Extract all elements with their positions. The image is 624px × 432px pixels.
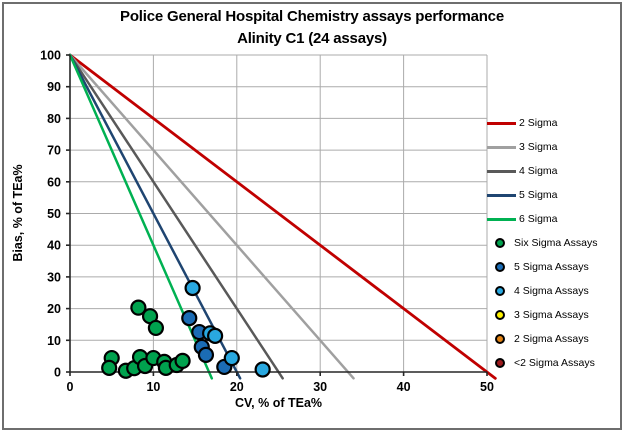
sigma-line-5-sigma [68,53,242,380]
legend-marker-swatch [495,310,505,320]
legend-line-swatch [487,121,516,125]
sigma-line-2-sigma [68,53,497,380]
data-point-six-sigma-assays [174,352,191,370]
legend-item-six-sigma-assays: Six Sigma Assays [487,231,621,255]
legend-label: 2 Sigma Assays [514,333,589,345]
legend-label: 5 Sigma [519,189,558,201]
legend-label: 3 Sigma [519,141,558,153]
x-tick-label: 10 [146,380,160,394]
legend-label: 4 Sigma Assays [514,285,589,297]
y-tick-label: 80 [47,112,61,126]
legend-marker-swatch [495,286,505,296]
data-point-six-sigma-assays [147,319,165,337]
legend-item-2-sigma-line: 2 Sigma [487,111,621,135]
legend-item-5-sigma-line: 5 Sigma [487,183,621,207]
chart-title-block: Police General Hospital Chemistry assays… [0,6,624,50]
data-point-4-sigma-assays [254,361,271,378]
data-point-six-sigma-assays [101,359,118,376]
legend-item-6-sigma-line: 6 Sigma [487,207,621,231]
legend-label: <2 Sigma Assays [514,357,595,369]
legend-item-3-sigma-assays: 3 Sigma Assays [487,303,621,327]
y-tick-label: 70 [47,144,61,158]
y-tick-label: 40 [47,239,61,253]
legend-label: 3 Sigma Assays [514,309,589,321]
y-tick-label: 20 [47,302,61,316]
y-tick-label: 50 [47,207,61,221]
y-tick-label: 0 [54,366,61,380]
sigma-line-3-sigma [68,53,355,380]
legend-label: 6 Sigma [519,213,558,225]
legend-label: 2 Sigma [519,117,558,129]
y-tick-label: 30 [47,270,61,284]
legend-line-swatch [487,169,516,173]
legend-item-4-sigma-line: 4 Sigma [487,159,621,183]
legend-line-swatch [487,145,516,149]
data-point-4-sigma-assays [223,349,240,367]
legend-label: 5 Sigma Assays [514,261,589,273]
x-tick-label: 20 [230,380,244,394]
legend-label: Six Sigma Assays [514,237,598,249]
data-point-5-sigma-assays [197,346,215,363]
x-tick-label: 50 [480,380,494,394]
legend: 2 Sigma 3 Sigma 4 Sigma 5 Sigma 6 Sigma Six S… [487,111,621,375]
legend-marker-swatch [495,262,505,272]
y-tick-label: 90 [47,80,61,94]
x-tick-label: 0 [67,380,74,394]
x-tick-label: 30 [313,380,327,394]
legend-marker-swatch [495,358,505,368]
legend-line-swatch [487,217,516,221]
x-tick-label: 40 [397,380,411,394]
data-point-six-sigma-assays [130,299,147,316]
chart-title: Police General Hospital Chemistry assays… [120,8,504,25]
data-point-4-sigma-assays [207,327,224,344]
legend-item--2-sigma-assays: <2 Sigma Assays [487,351,621,375]
legend-item-5-sigma-assays: 5 Sigma Assays [487,255,621,279]
sigma-line-6-sigma [68,53,214,380]
chart-subtitle: Alinity C1 (24 assays) [237,30,387,47]
y-tick-label: 60 [47,175,61,189]
y-axis-title: Bias, % of TEa% [11,164,25,262]
legend-item-2-sigma-assays: 2 Sigma Assays [487,327,621,351]
legend-line-swatch [487,193,516,197]
y-tick-label: 100 [40,49,61,63]
legend-marker-swatch [495,334,505,344]
legend-label: 4 Sigma [519,165,558,177]
legend-item-4-sigma-assays: 4 Sigma Assays [487,279,621,303]
x-axis-title: CV, % of TEa% [234,396,323,410]
sigma-line-4-sigma [68,53,284,380]
data-point-5-sigma-assays [181,310,198,327]
data-point-4-sigma-assays [184,279,201,297]
y-tick-label: 10 [47,334,61,348]
legend-item-3-sigma-line: 3 Sigma [487,135,621,159]
legend-marker-swatch [495,238,505,248]
